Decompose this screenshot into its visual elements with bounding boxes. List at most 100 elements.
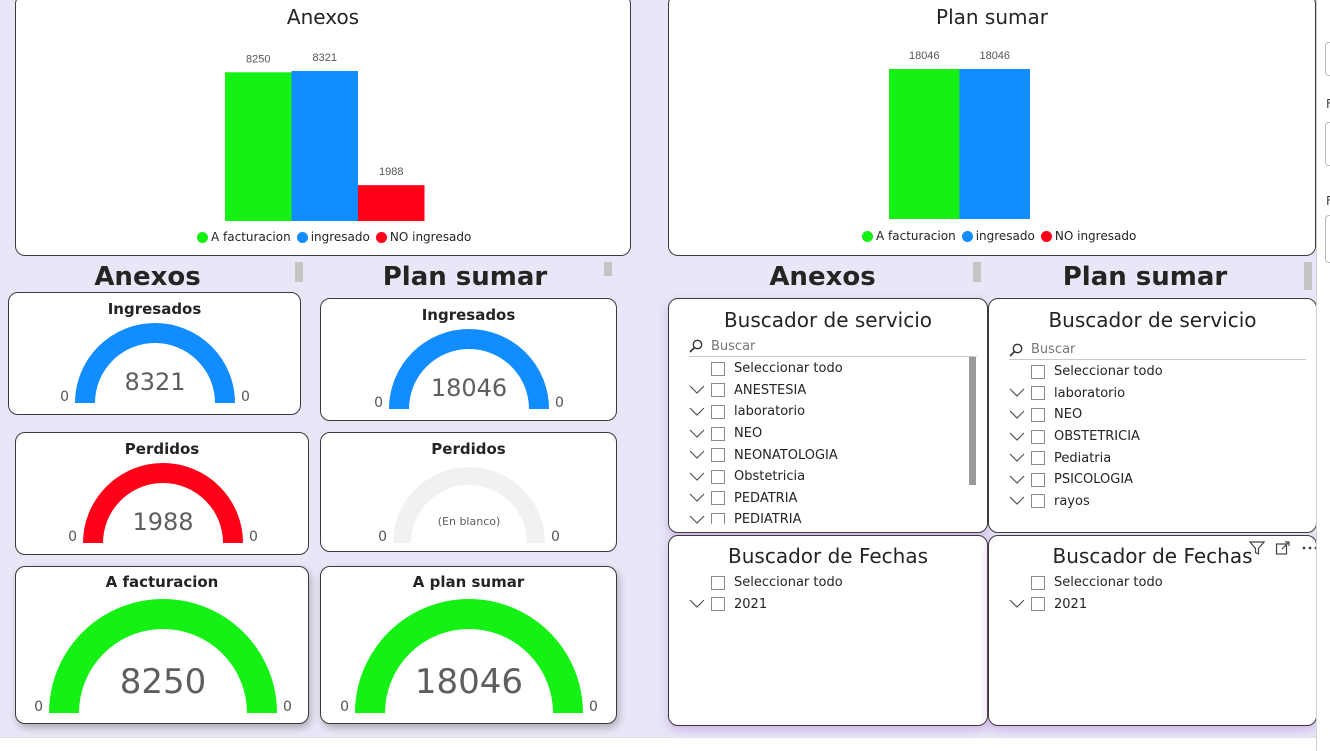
legend-item-no-ingresado[interactable]: NO ingresado [1040, 229, 1136, 243]
legend-dot [375, 231, 387, 243]
checkbox[interactable] [1031, 429, 1045, 444]
chevron-down-icon[interactable] [1009, 410, 1031, 420]
panel-field[interactable] [1325, 122, 1330, 166]
chevron-down-icon[interactable] [1009, 599, 1031, 609]
legend-item-ingresado[interactable]: ingresado [961, 229, 1035, 243]
checkbox[interactable] [711, 491, 725, 506]
gauge-title: A facturacion [105, 573, 219, 591]
chevron-down-icon[interactable] [1009, 432, 1031, 442]
checkbox[interactable] [1031, 575, 1045, 590]
legend-item-a-facturacion[interactable]: A facturacion [197, 230, 291, 244]
search-input[interactable]: Buscar [711, 338, 756, 354]
chevron-down-icon[interactable] [1009, 453, 1031, 463]
focus-mode-icon[interactable] [1275, 540, 1291, 556]
checkbox[interactable] [1031, 597, 1045, 612]
bar-ingresado[interactable] [291, 71, 359, 221]
chevron-down-icon[interactable] [689, 472, 711, 482]
chevron-down-icon[interactable] [689, 599, 711, 609]
bar-no-ingresado[interactable] [358, 185, 425, 221]
list-item[interactable]: rayos [1009, 491, 1299, 513]
chevron-down-icon[interactable] [689, 450, 711, 460]
checkbox[interactable] [1031, 451, 1045, 466]
chevron-down-icon[interactable] [1009, 475, 1031, 485]
chevron-down-icon[interactable] [689, 385, 711, 395]
search-box[interactable]: Buscar [689, 336, 977, 357]
list-item[interactable]: NEONATOLOGIA [689, 444, 969, 466]
checkbox[interactable] [1031, 472, 1045, 487]
plan-sumar-bar-chart[interactable]: Plan sumar 18046 18046 A facturacion ingr… [668, 0, 1316, 256]
search-input[interactable]: Buscar [1031, 342, 1076, 357]
panel-field[interactable] [1325, 42, 1330, 76]
legend-item-ingresado[interactable]: ingresado [296, 230, 370, 244]
checkbox[interactable] [711, 383, 725, 398]
list-item[interactable]: OBSTETRICIA [1009, 426, 1299, 448]
gauge-svg: 18046 0 0 [374, 329, 564, 411]
checkbox[interactable] [711, 426, 725, 441]
slicer-fechas-anexos[interactable]: Buscador de Fechas Seleccionar todo 2021 [668, 535, 988, 726]
list-item[interactable]: laboratorio [689, 401, 969, 423]
chevron-down-icon[interactable] [1009, 496, 1031, 506]
list-item[interactable]: PSICOLOGIA [1009, 469, 1299, 491]
panel-field[interactable] [1325, 215, 1330, 263]
search-box[interactable]: Buscar [1009, 340, 1306, 360]
slicer-title: Buscador de servicio [1048, 308, 1257, 332]
list-item[interactable]: 2021 [1009, 594, 1299, 616]
chevron-down-svg [689, 472, 705, 481]
scrollbar[interactable] [969, 357, 976, 485]
item-label: NEO [1054, 407, 1083, 423]
checkbox[interactable] [711, 575, 725, 590]
gauge-max-label: 0 [249, 529, 258, 545]
gauge-ingresados[interactable]: 8321 0 0 Ingresados [8, 292, 301, 415]
slicer-fechas-plan[interactable]: Buscador de Fechas Seleccionar todo 2021 [988, 535, 1318, 726]
gauge-a-facturacion[interactable]: 8250 0 0 A facturacion [15, 566, 309, 724]
checkbox[interactable] [1031, 364, 1045, 379]
select-all-item[interactable]: Seleccionar todo [689, 572, 969, 594]
checkbox[interactable] [711, 361, 725, 376]
list-item[interactable]: Obstetricia [689, 466, 969, 488]
list-item[interactable]: 2021 [689, 594, 969, 616]
chevron-down-icon[interactable] [689, 407, 711, 417]
list-item[interactable]: Pediatria [1009, 447, 1299, 469]
slicer-servicio-plan[interactable]: Buscador de servicio Buscar Seleccionar … [988, 298, 1317, 533]
checkbox[interactable] [1031, 386, 1045, 401]
bar-a-facturacion[interactable] [889, 69, 960, 219]
gauge-a-plan-sumar[interactable]: 18046 0 0 A plan sumar [320, 566, 617, 724]
select-all-item[interactable]: Seleccionar todo [1009, 361, 1299, 383]
chevron-down-icon[interactable] [689, 493, 711, 503]
checkbox[interactable] [711, 404, 725, 419]
filter-icon[interactable] [1249, 540, 1265, 556]
list-item[interactable]: PEDIATRIA [689, 509, 969, 524]
checkbox[interactable] [711, 469, 725, 484]
slicer-servicio-anexos[interactable]: Buscador de servicio Buscar Seleccionar … [668, 298, 988, 533]
resize-grip[interactable] [1304, 262, 1312, 290]
gauge-perdidos[interactable]: (En blanco) 0 0 Perdidos [320, 432, 617, 552]
list-item[interactable]: NEO [1009, 404, 1299, 426]
section-heading-plan-sumar: Plan sumar [1062, 262, 1228, 292]
bar-a-facturacion[interactable] [225, 72, 292, 221]
list-item[interactable]: NEO [689, 423, 969, 445]
list-item[interactable]: ANESTESIA [689, 380, 969, 402]
checkbox[interactable] [711, 597, 725, 612]
gauge-perdidos[interactable]: 1988 0 0 Perdidos [15, 432, 309, 555]
legend-item-no-ingresado[interactable]: NO ingresado [375, 230, 471, 244]
resize-grip[interactable] [973, 262, 981, 282]
gauge-ingresados[interactable]: 18046 0 0 Ingresados [320, 298, 617, 421]
list-item[interactable]: PEDATRIA [689, 488, 969, 510]
item-label: Obstetricia [734, 469, 806, 485]
chevron-down-icon[interactable] [1009, 388, 1031, 398]
anexos-bar-chart[interactable]: Anexos 8250 8321 1988 A facturacion ingres… [15, 0, 631, 256]
list-item[interactable]: laboratorio [1009, 383, 1299, 405]
panel-label-fragment: F [1326, 97, 1330, 111]
select-all-item[interactable]: Seleccionar todo [689, 358, 969, 380]
select-all-item[interactable]: Seleccionar todo [1009, 572, 1299, 594]
resize-grip[interactable] [604, 262, 612, 276]
bar-ingresado[interactable] [959, 69, 1031, 219]
resize-grip[interactable] [295, 262, 303, 282]
legend-item-a-facturacion[interactable]: A facturacion [862, 229, 956, 243]
checkbox[interactable] [1031, 494, 1045, 509]
checkbox[interactable] [711, 512, 725, 524]
chevron-down-icon[interactable] [689, 429, 711, 439]
chevron-down-icon[interactable] [689, 515, 711, 524]
checkbox[interactable] [711, 448, 725, 463]
checkbox[interactable] [1031, 407, 1045, 422]
